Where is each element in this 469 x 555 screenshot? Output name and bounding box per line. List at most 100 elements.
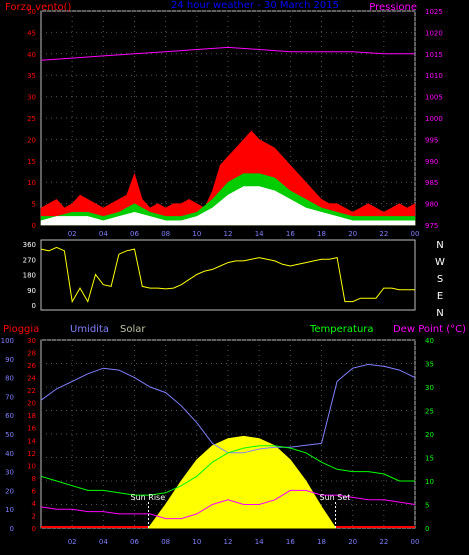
tick-label: 24	[27, 375, 36, 383]
panel3-annotations: Sun Rise Sun Set	[131, 493, 351, 528]
tick-label: 45	[27, 29, 36, 37]
tick-label: 18	[317, 538, 326, 546]
tick-label: 12	[224, 538, 233, 546]
rain-label: Pioggia	[3, 324, 39, 335]
tick-label: 975	[425, 222, 438, 230]
tick-label: 15	[425, 455, 434, 463]
tick-label: 22	[379, 538, 388, 546]
tick-label: 1005	[425, 94, 443, 102]
tick-label: 28	[27, 350, 36, 358]
tick-label: 0	[425, 525, 429, 533]
temperature-label: Temperatura	[309, 324, 374, 335]
tick-label: 270	[23, 256, 36, 264]
tick-label: 10	[192, 538, 201, 546]
tick-label: 0	[32, 525, 36, 533]
tick-label: 50	[27, 8, 36, 16]
panel3-x-ticks: 02 04 06 08 10 12 14 16 18 20 22 00	[68, 538, 420, 546]
series-pressure-line	[40, 46, 415, 61]
tick-label: 6	[32, 487, 37, 495]
tick-label: 100	[1, 337, 14, 345]
tick-label: 30	[425, 384, 434, 392]
tick-label: 35	[27, 72, 36, 80]
solar-label: Solar	[120, 324, 146, 335]
tick-label: 80	[5, 375, 14, 383]
tick-label: 06	[130, 230, 139, 238]
tick-label: 02	[68, 230, 77, 238]
panel1-x-ticks: 02 04 06 08 10 12 14 16 18 20 22 00	[68, 230, 420, 238]
panel1-right-ticks: 975 980 985 990 995 1000 1005 1010 1015 1020 1025	[425, 8, 443, 230]
panel2-series	[40, 246, 415, 304]
sunrise-label: Sun Rise	[131, 493, 166, 502]
tick-label: 12	[224, 230, 233, 238]
tick-label: 18	[27, 412, 36, 420]
humidity-label: Umidita	[70, 324, 109, 335]
tick-label: 02	[68, 538, 77, 546]
tick-label: 26	[27, 362, 36, 370]
tick-label: 06	[130, 538, 139, 546]
tick-label: 14	[255, 538, 264, 546]
tick-label: 15	[27, 158, 36, 166]
pressure-label: Pressione	[369, 2, 417, 13]
tick-label: 995	[425, 136, 438, 144]
tick-label: 70	[5, 393, 14, 401]
panel1-grid	[41, 10, 416, 226]
tick-label: 10	[5, 506, 14, 514]
tick-label: 20	[348, 538, 357, 546]
tick-label: 16	[27, 425, 36, 433]
tick-label: 40	[425, 337, 434, 345]
tick-label: 00	[411, 230, 420, 238]
series-forza-vento-area	[40, 130, 416, 226]
tick-label: 1015	[425, 51, 443, 59]
panel1-series	[40, 46, 416, 226]
compass-label: S	[437, 274, 443, 285]
tick-label: 18	[317, 230, 326, 238]
wind-speed-label: Forza vento()	[5, 2, 72, 13]
tick-label: 16	[286, 538, 295, 546]
panel3-humidity-ticks: 0 10 20 30 40 50 60 70 80 90 100	[1, 337, 14, 533]
tick-label: 20	[27, 136, 36, 144]
tick-label: 16	[286, 230, 295, 238]
tick-label: 5	[425, 502, 429, 510]
tick-label: 180	[23, 272, 36, 280]
series-vento-medio-area	[40, 186, 416, 226]
tick-label: 360	[23, 241, 36, 249]
tick-label: 30	[27, 337, 36, 345]
tick-label: 08	[161, 230, 170, 238]
tick-label: 25	[425, 408, 434, 416]
tick-label: 5	[32, 201, 36, 209]
tick-label: 1020	[425, 29, 443, 37]
tick-label: 50	[5, 431, 14, 439]
tick-label: 20	[348, 230, 357, 238]
compass-label: E	[437, 291, 443, 302]
tick-label: 12	[27, 450, 36, 458]
tick-label: 1025	[425, 8, 443, 16]
compass-label: N	[436, 240, 443, 251]
tick-label: 10	[27, 462, 36, 470]
panel2-left-ticks: 0 90 180 270 360	[23, 241, 36, 310]
tick-label: 60	[5, 412, 14, 420]
tick-label: 10	[425, 478, 434, 486]
dew-point-label: Dew Point (°C)	[393, 324, 466, 335]
sunset-label: Sun Set	[320, 493, 351, 502]
tick-label: 0	[32, 222, 36, 230]
tick-label: 00	[411, 538, 420, 546]
tick-label: 90	[27, 287, 36, 295]
tick-label: 20	[425, 431, 434, 439]
tick-label: 0	[10, 525, 14, 533]
tick-label: 990	[425, 158, 438, 166]
series-dew-point-line	[40, 489, 416, 520]
tick-label: 1000	[425, 115, 443, 123]
tick-label: 20	[27, 400, 36, 408]
compass-label: N	[436, 308, 443, 319]
series-temperatura-line	[40, 445, 415, 496]
tick-label: 25	[27, 115, 36, 123]
tick-label: 90	[5, 356, 14, 364]
panel3-series	[40, 363, 416, 529]
tick-label: 04	[99, 230, 108, 238]
tick-label: 22	[27, 387, 36, 395]
